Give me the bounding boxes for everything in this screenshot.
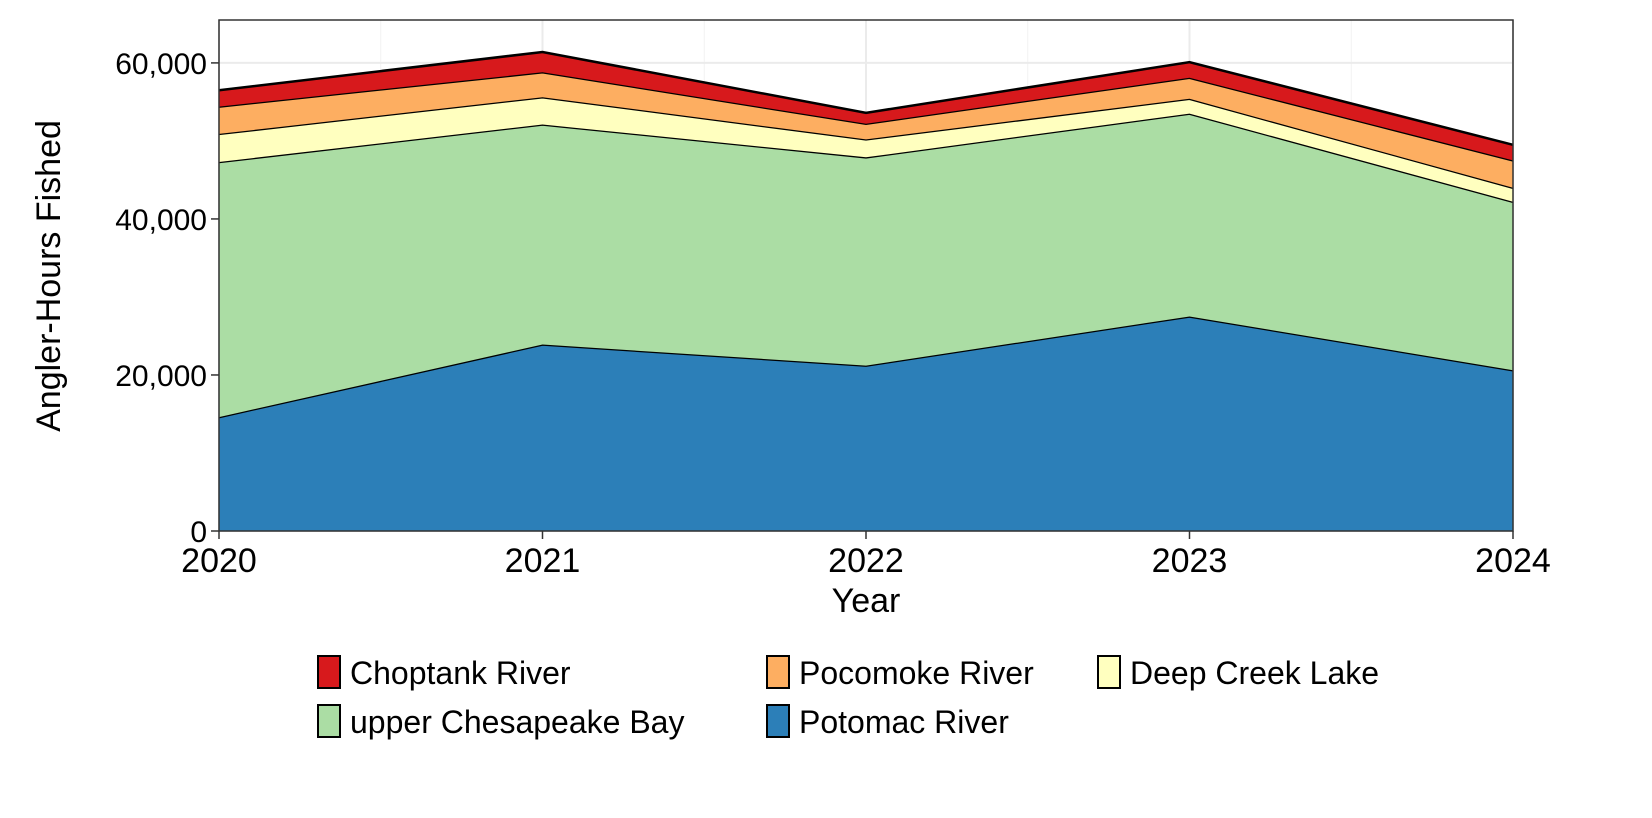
x-tick-label: 2024	[1475, 542, 1551, 580]
legend-label: upper Chesapeake Bay	[350, 704, 684, 740]
legend-item: Choptank River	[317, 655, 571, 691]
legend-label: Deep Creek Lake	[1130, 655, 1379, 691]
area-deep-creek-lake	[219, 97, 1513, 202]
legend-item: upper Chesapeake Bay	[317, 704, 684, 740]
legend-item: Potomac River	[766, 704, 1009, 740]
y-axis-title: Angler-Hours Fished	[30, 120, 68, 432]
x-tick-label: 2020	[181, 542, 257, 580]
y-tick-label: 60,000	[115, 48, 207, 81]
area-outline	[218, 50, 1514, 147]
areas	[218, 50, 1514, 531]
x-axis-title: Year	[832, 582, 901, 620]
area-potomac-river	[219, 316, 1513, 531]
legend-label: Choptank River	[350, 655, 571, 691]
x-tick-label: 2023	[1152, 542, 1228, 580]
area-pocomoke-river	[219, 72, 1513, 188]
legend-swatch	[317, 655, 341, 689]
legend-swatch	[766, 704, 790, 738]
y-tick-label: 20,000	[115, 360, 207, 393]
x-tick-label: 2021	[505, 542, 581, 580]
area-upper-chesapeake-bay	[219, 113, 1513, 418]
legend: Choptank River Pocomoke River Deep Creek L…	[317, 655, 1379, 740]
x-axis: 2020 2021 2022 2023 2024	[181, 531, 1551, 580]
x-tick-label: 2022	[828, 542, 904, 580]
legend-swatch	[1097, 655, 1121, 689]
legend-label: Pocomoke River	[799, 655, 1034, 691]
legend-swatch	[766, 655, 790, 689]
y-tick-label: 40,000	[115, 204, 207, 237]
legend-label: Potomac River	[799, 704, 1009, 740]
legend-swatch	[317, 704, 341, 738]
y-tick-label: 0	[190, 516, 207, 549]
y-axis: 0 20,000 40,000 60,000	[115, 48, 219, 549]
legend-item: Pocomoke River	[766, 655, 1034, 691]
legend-item: Deep Creek Lake	[1097, 655, 1379, 691]
